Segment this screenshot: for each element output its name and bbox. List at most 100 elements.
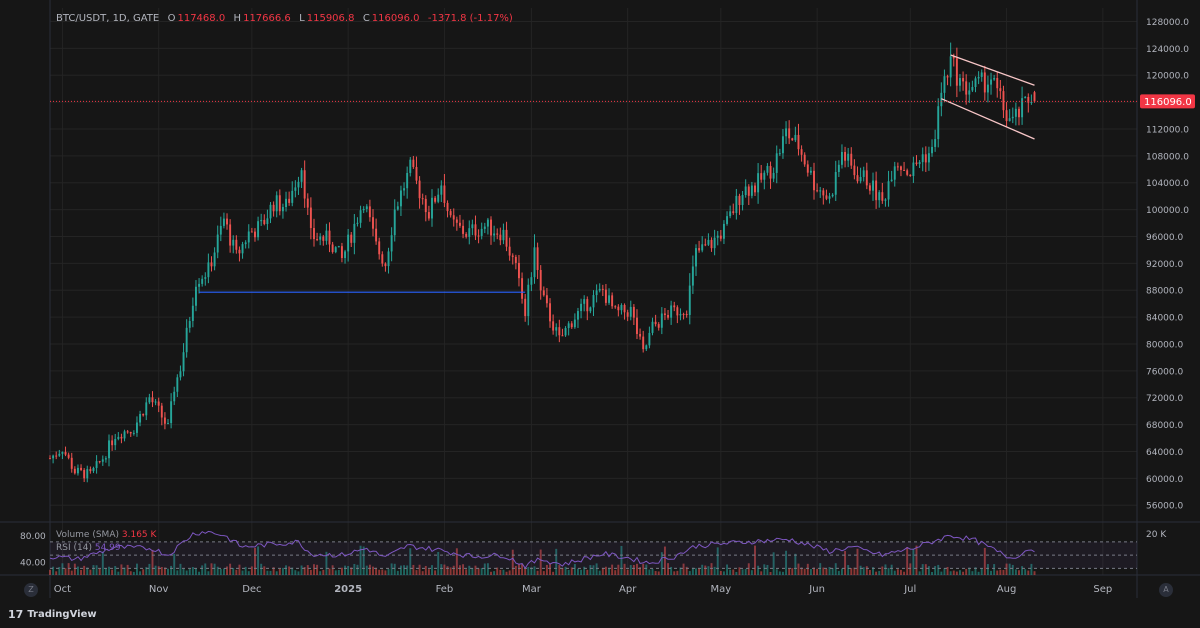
- candle: [813, 162, 815, 200]
- candle-body: [676, 307, 679, 316]
- volume-bar: [173, 553, 176, 575]
- candle: [337, 245, 340, 248]
- volume-bar: [850, 568, 853, 575]
- candle: [89, 466, 92, 474]
- volume-bar: [726, 564, 729, 575]
- candle-body: [269, 204, 272, 219]
- volume-bar: [502, 569, 505, 575]
- volume-bar: [356, 564, 359, 575]
- candle-body: [673, 305, 676, 308]
- y-tick-label: 112000.0: [1146, 125, 1189, 135]
- candle: [505, 221, 508, 252]
- candle-body: [595, 290, 598, 296]
- candle-body: [170, 401, 173, 424]
- candle: [601, 284, 604, 297]
- candle: [778, 148, 781, 156]
- volume-bar: [232, 568, 235, 575]
- volume-bar: [629, 565, 632, 575]
- volume-bar: [915, 545, 918, 575]
- volume-label: Volume (SMA): [56, 530, 119, 540]
- volume-bar: [623, 563, 626, 575]
- candle: [934, 129, 937, 152]
- candle: [226, 213, 228, 230]
- candle-body: [421, 198, 424, 200]
- candle-body: [1024, 96, 1027, 99]
- candle: [862, 166, 865, 182]
- candle: [201, 275, 204, 287]
- volume-bar: [179, 563, 182, 575]
- candle-body: [884, 199, 887, 201]
- candle-body: [527, 284, 530, 317]
- candle-body: [1008, 118, 1011, 122]
- candle: [595, 284, 598, 303]
- candle-body: [819, 190, 822, 192]
- volume-bar: [254, 547, 256, 575]
- candle-body: [539, 269, 542, 291]
- candle: [375, 218, 378, 245]
- candle-body: [881, 192, 884, 201]
- candle: [667, 310, 669, 320]
- auto-scale-button[interactable]: A: [1159, 583, 1173, 597]
- candle-body: [350, 234, 353, 243]
- candle: [971, 80, 974, 93]
- candle-body: [188, 321, 191, 328]
- volume-bar: [927, 566, 930, 575]
- candle-body: [564, 328, 567, 336]
- candle: [297, 176, 300, 195]
- candle: [222, 212, 225, 229]
- volume-bar: [148, 563, 151, 575]
- volume-bar: [738, 567, 741, 575]
- volume-bar: [257, 546, 260, 575]
- candle: [471, 219, 474, 236]
- volume-bar: [396, 570, 399, 575]
- volume-bar: [399, 565, 402, 575]
- volume-bar: [275, 571, 278, 575]
- candle: [518, 255, 520, 287]
- symbol-label[interactable]: BTC/USDT, 1D, GATE: [56, 13, 160, 24]
- candle-body: [872, 180, 874, 191]
- candle-body: [204, 277, 207, 279]
- candle-body: [636, 317, 638, 334]
- volume-bar: [101, 551, 104, 575]
- candle-body: [924, 154, 927, 163]
- candle-body: [797, 134, 800, 150]
- candle-body: [415, 166, 418, 181]
- candle: [350, 231, 353, 248]
- volume-bar: [1008, 563, 1011, 575]
- volume-bar: [415, 570, 418, 575]
- candle: [654, 314, 657, 327]
- candle-body: [900, 166, 902, 170]
- candle: [101, 455, 104, 466]
- volume-bar: [937, 564, 940, 575]
- volume-bar: [682, 563, 685, 575]
- tradingview-logo[interactable]: 17 TradingView: [8, 608, 97, 621]
- candle: [182, 343, 185, 377]
- volume-bar: [667, 563, 669, 575]
- candle: [1033, 90, 1036, 103]
- x-tick-label: Aug: [997, 584, 1017, 595]
- candle-body: [440, 185, 443, 195]
- y-tick-label: 108000.0: [1146, 152, 1189, 162]
- y-tick-label: 56000.0: [1146, 502, 1183, 512]
- volume-bar: [154, 565, 157, 575]
- zoom-reset-button[interactable]: Z: [24, 583, 38, 597]
- candle-body: [490, 219, 492, 236]
- candle: [620, 303, 623, 315]
- rsi-legend[interactable]: RSI (14) 54.99: [56, 543, 121, 553]
- candle-body: [927, 153, 930, 163]
- candle-body: [406, 172, 409, 189]
- volume-legend[interactable]: Volume (SMA) 3.165 K: [56, 530, 156, 540]
- candle: [990, 72, 992, 95]
- volume-bar: [229, 563, 232, 575]
- volume-bar: [176, 570, 179, 575]
- y-tick-label: 72000.0: [1146, 394, 1183, 404]
- candle-body: [781, 136, 784, 154]
- volume-bar: [226, 566, 228, 575]
- candle-body: [744, 186, 747, 196]
- candle-body: [943, 76, 946, 93]
- candle: [536, 242, 539, 279]
- candle-body: [468, 228, 471, 237]
- candle: [617, 304, 620, 317]
- candle: [608, 288, 610, 305]
